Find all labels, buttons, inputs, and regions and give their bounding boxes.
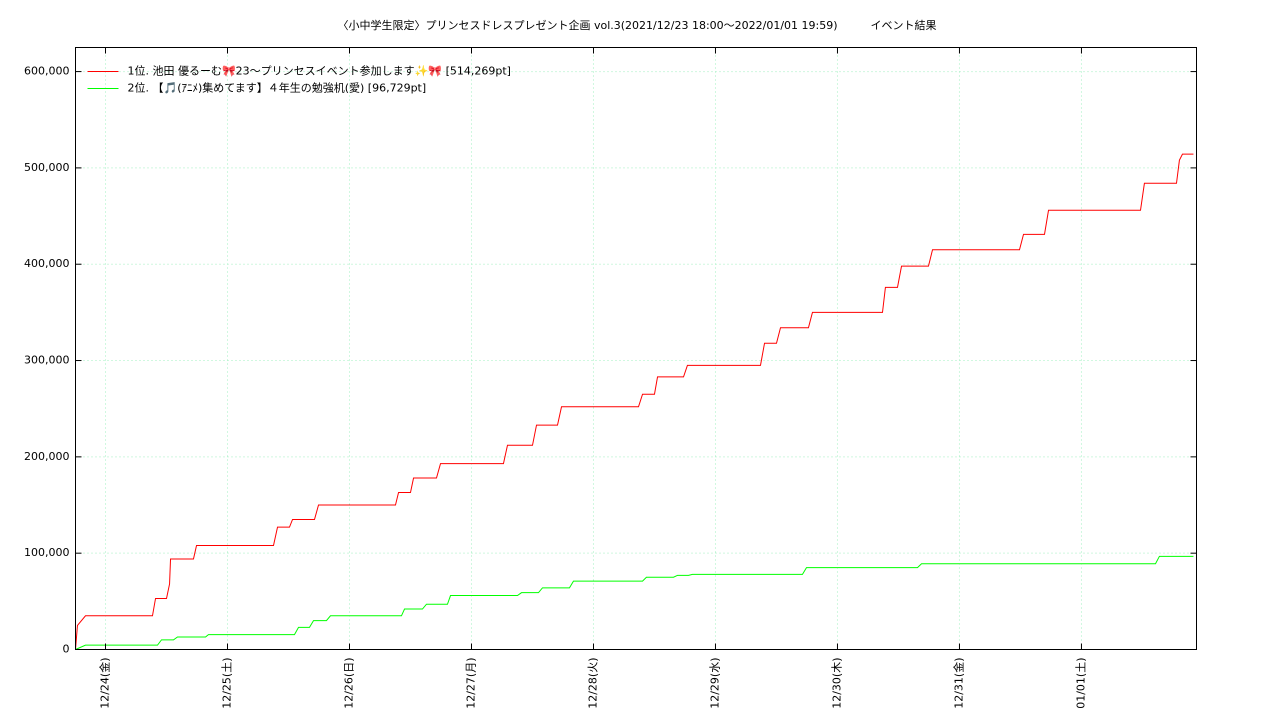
y-tick-label: 100,000 bbox=[24, 546, 70, 559]
y-tick-label: 500,000 bbox=[24, 161, 70, 174]
x-tick-label: 12/30(木) bbox=[830, 658, 843, 709]
y-tick-label: 600,000 bbox=[24, 65, 70, 78]
series-line bbox=[75, 555, 1194, 650]
x-tick-label: 12/24(金) bbox=[98, 658, 112, 709]
legend-label: 2位. 【🎵(ｱﾆﾒ)集めてます】４年生の勉強机(愛) [96,729pt] bbox=[128, 81, 427, 95]
series-line bbox=[75, 153, 1194, 650]
x-tick-label: 12/28(火) bbox=[586, 658, 599, 709]
x-tick-label: 12/31(金) bbox=[951, 658, 965, 709]
chart-title: 〈小中学生限定〉プリンセスドレスプレゼント企画 vol.3(2021/12/23… bbox=[337, 18, 936, 32]
plot-frame bbox=[75, 47, 1197, 650]
y-tick-label: 0 bbox=[63, 643, 70, 656]
x-tick-label: 01/01(土) bbox=[1074, 658, 1087, 709]
legend-label: 1位. 池田 優るーむ🎀23〜プリンセスイベント参加します✨🎀 [514,269… bbox=[128, 64, 511, 78]
y-tick-label: 200,000 bbox=[24, 450, 70, 463]
x-tick-label: 12/25(土) bbox=[221, 658, 234, 709]
y-tick-label: 300,000 bbox=[24, 354, 70, 367]
x-tick-label: 12/26(日) bbox=[342, 658, 355, 709]
y-tick-label: 400,000 bbox=[24, 257, 70, 270]
x-tick-label: 12/27(月) bbox=[464, 658, 477, 709]
x-tick-label: 12/29(水) bbox=[708, 658, 721, 709]
